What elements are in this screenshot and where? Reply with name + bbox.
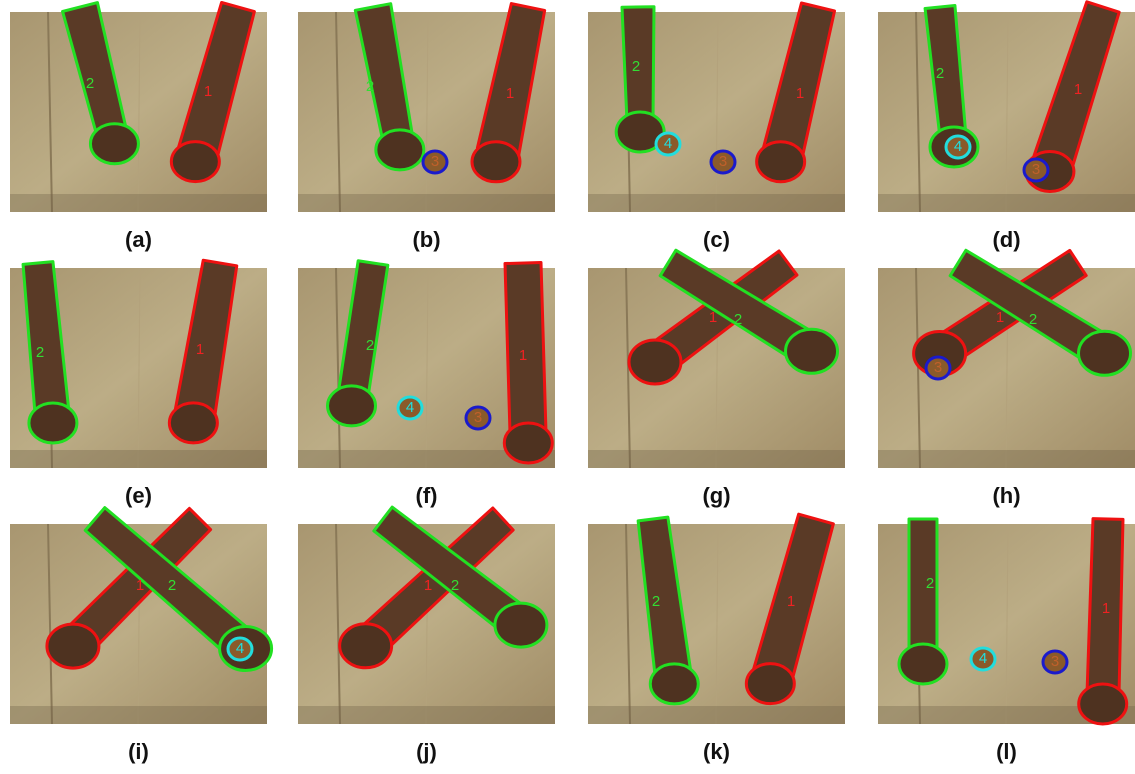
hand	[757, 142, 805, 182]
panel: 2 4 3 1	[878, 2, 1135, 212]
shadow	[10, 194, 267, 212]
shadow	[10, 450, 267, 468]
track-id: 2	[36, 344, 44, 361]
hand	[376, 130, 424, 170]
hand	[1079, 684, 1127, 724]
track-id: 3	[719, 153, 727, 170]
shadow	[588, 194, 845, 212]
hand	[650, 664, 698, 704]
track-id: 1	[196, 341, 204, 358]
track-id: 1	[506, 85, 514, 102]
track-id: 1	[796, 85, 804, 102]
track-id: 2	[936, 65, 944, 82]
panel: 1 2 3	[878, 250, 1135, 468]
hand	[504, 423, 552, 463]
track-id: 2	[734, 311, 742, 328]
panel-label: (f)	[416, 483, 438, 508]
track-id: 1	[787, 593, 795, 610]
track-id: 2	[926, 575, 934, 592]
panel-label: (g)	[702, 483, 730, 508]
hand	[47, 624, 99, 668]
track-id: 2	[168, 577, 176, 594]
panel-label: (c)	[703, 227, 730, 252]
track-id: 1	[424, 577, 432, 594]
track-id: 1	[519, 347, 527, 364]
hand	[495, 603, 547, 647]
hand	[171, 142, 219, 182]
track-id: 4	[979, 650, 987, 667]
panel-label: (i)	[128, 739, 149, 764]
panel-label: (e)	[125, 483, 152, 508]
panel-label: (d)	[992, 227, 1020, 252]
shadow	[878, 450, 1135, 468]
panel-label: (h)	[992, 483, 1020, 508]
hand	[899, 644, 947, 684]
panel: 2 3 1	[298, 4, 555, 212]
track-id: 1	[996, 309, 1004, 326]
hand	[629, 340, 681, 384]
track-id: 4	[954, 138, 962, 155]
shadow	[298, 194, 555, 212]
track-id: 2	[1029, 311, 1037, 328]
track-id: 1	[204, 83, 212, 100]
shadow	[298, 706, 555, 724]
hand	[472, 142, 520, 182]
panel-label: (a)	[125, 227, 152, 252]
track-id: 2	[86, 75, 94, 92]
track-id: 2	[451, 577, 459, 594]
shadow	[588, 706, 845, 724]
track-id: 1	[1074, 81, 1082, 98]
hand	[746, 664, 794, 704]
panel: 1 2 4	[10, 508, 272, 724]
track-id: 4	[406, 399, 414, 416]
panel-label: (k)	[703, 739, 730, 764]
hand	[29, 403, 77, 443]
track-id: 2	[366, 78, 374, 95]
shadow	[10, 706, 267, 724]
track-id: 3	[1051, 653, 1059, 670]
track-id: 3	[1032, 161, 1040, 178]
panel: 2 4 3 1	[588, 3, 845, 212]
track-id: 3	[474, 409, 482, 426]
track-id: 1	[1102, 600, 1110, 617]
hand	[786, 329, 838, 373]
shadow	[588, 450, 845, 468]
hand	[1079, 331, 1131, 375]
track-id: 3	[934, 359, 942, 376]
panel: 2 4 3 1	[878, 519, 1135, 724]
track-id: 1	[709, 309, 717, 326]
figure: 21(a)231(b)2431(c)2431(d)21(e)2431(f)12(…	[0, 0, 1135, 774]
panel-label: (l)	[996, 739, 1017, 764]
track-id: 3	[431, 153, 439, 170]
panel-label: (b)	[412, 227, 440, 252]
shadow	[878, 194, 1135, 212]
track-id: 2	[632, 58, 640, 75]
hand	[90, 124, 138, 164]
track-id: 2	[366, 337, 374, 354]
track-id: 4	[236, 640, 244, 657]
hand	[340, 624, 392, 668]
panel: 2 4 3 1	[298, 261, 555, 468]
hand	[169, 403, 217, 443]
hand	[328, 386, 376, 426]
track-id: 4	[664, 135, 672, 152]
track-id: 2	[652, 593, 660, 610]
track-id: 1	[136, 577, 144, 594]
panel-label: (j)	[416, 739, 437, 764]
